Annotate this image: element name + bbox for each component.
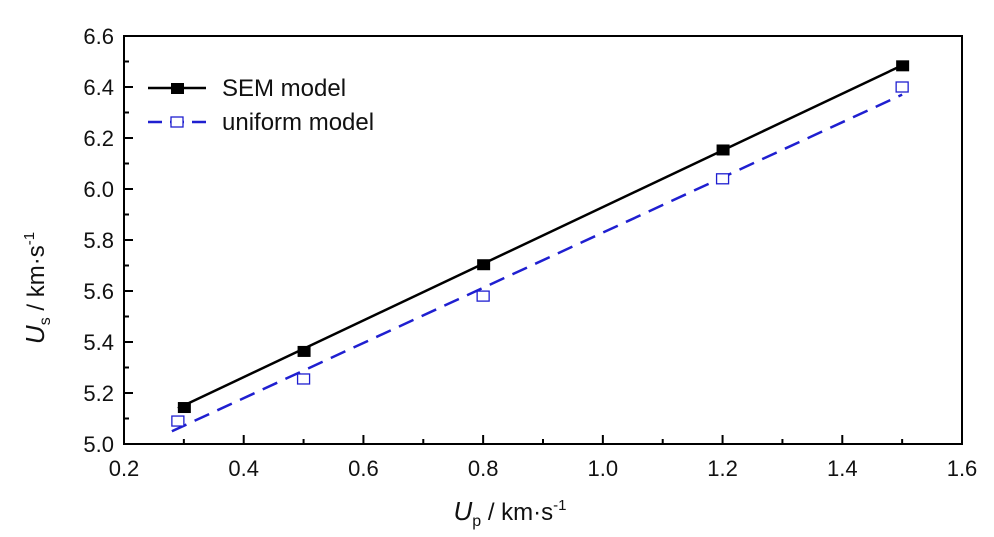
- data-point-2: [715, 173, 730, 185]
- y-axis-title-unit: / km·s: [23, 245, 50, 317]
- x-tick-label: 1.0: [588, 456, 619, 481]
- legend-label-2: uniform model: [222, 109, 374, 136]
- data-point-1: [297, 345, 311, 357]
- x-tick-label: 0.2: [109, 456, 140, 481]
- y-axis-title-sup: -1: [21, 232, 38, 245]
- y-tick-label: 5.6: [83, 279, 114, 304]
- data-point-2: [476, 290, 490, 302]
- y-tick-label: 6.4: [83, 75, 114, 100]
- x-tick-label: 1.2: [707, 456, 738, 481]
- y-tick-label: 5.0: [83, 432, 114, 457]
- y-tick-label: 5.8: [83, 228, 114, 253]
- legend-marker-2: [170, 116, 184, 128]
- y-axis-title-main: U: [20, 325, 50, 344]
- legend: SEM model uniform model: [148, 75, 374, 136]
- series-layer: [171, 60, 910, 433]
- y-axis-title-sub: s: [37, 317, 54, 325]
- x-tick-label: 0.8: [468, 456, 499, 481]
- y-tick-label: 6.6: [83, 24, 114, 49]
- x-tick-label: 1.4: [827, 456, 858, 481]
- x-axis-title: Up / km·s-1: [453, 496, 566, 530]
- data-point-1: [477, 259, 491, 271]
- x-axis-title-sup: -1: [553, 497, 566, 514]
- data-point-1: [716, 144, 730, 156]
- series-line-2: [171, 93, 903, 433]
- axes: [123, 35, 963, 445]
- legend-label-1: SEM model: [222, 75, 346, 102]
- y-tick-label: 6.0: [83, 177, 114, 202]
- x-tick-label: 0.4: [228, 456, 259, 481]
- data-point-2: [895, 81, 909, 93]
- y-tick-label: 5.4: [83, 330, 114, 355]
- y-tick-label: 5.2: [83, 381, 114, 406]
- x-axis-title-sub: p: [472, 513, 481, 530]
- data-point-1: [177, 402, 191, 414]
- legend-marker-1: [171, 83, 184, 94]
- x-axis-title-unit: / km·s: [481, 499, 553, 526]
- y-tick-label: 6.2: [83, 126, 114, 151]
- x-tick-label: 1.6: [947, 456, 978, 481]
- x-axis-title-main: U: [453, 496, 472, 526]
- data-point-2: [171, 415, 185, 427]
- data-point-2: [296, 373, 311, 385]
- tick-labels: 0.2 0.4 0.6 0.8 1.0 1.2 1.4 1.6 5.0 5.2 5.4 5.6 5.8 6…: [83, 24, 977, 481]
- x-tick-label: 0.6: [348, 456, 379, 481]
- y-axis-title: Us / km·s-1: [20, 232, 54, 344]
- data-point-1: [896, 60, 910, 72]
